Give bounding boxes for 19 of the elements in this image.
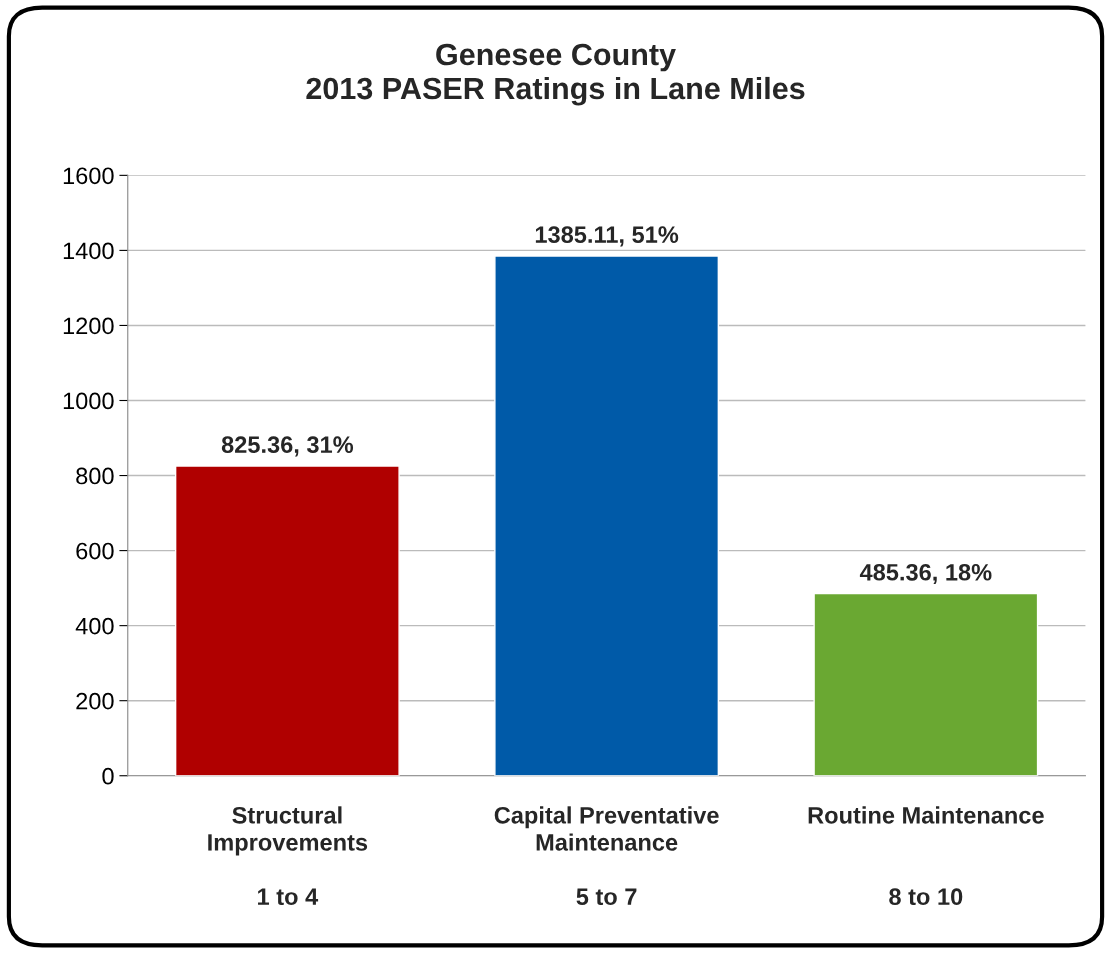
y-tick-label: 1200 <box>63 317 114 335</box>
data-label: 1385.11, 51% <box>535 226 679 247</box>
bar <box>813 592 1039 776</box>
chart-title: Genesee County 2013 PASER Ratings in Lane Miles <box>306 43 805 106</box>
bar <box>174 465 400 776</box>
bar <box>494 255 720 776</box>
y-tick-label: 400 <box>75 617 114 635</box>
category-label: Routine Maintenance 8 to 10 <box>808 806 1044 906</box>
y-tick-label: 600 <box>76 542 114 560</box>
data-label: 485.36, 18% <box>859 563 992 585</box>
category-label: Capital Preventative Maintenance 5 to 7 <box>494 806 719 906</box>
category-label: Structural Improvements 1 to 4 <box>208 806 368 906</box>
y-tick-label: 1000 <box>63 392 114 410</box>
y-tick-label: 800 <box>76 467 114 485</box>
y-tick-label: 1600 <box>63 167 114 185</box>
data-label: 825.36, 31% <box>221 436 354 457</box>
y-tick-label: 0 <box>102 767 114 785</box>
y-tick-label: 200 <box>76 692 114 710</box>
y-tick-label: 1400 <box>63 242 114 260</box>
